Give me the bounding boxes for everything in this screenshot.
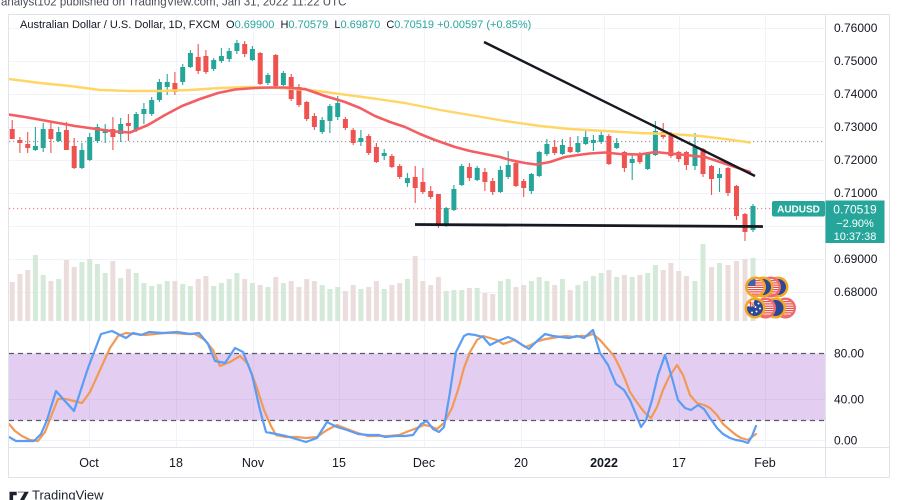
svg-text:0.70519: 0.70519 <box>833 203 877 217</box>
svg-text:AUDUSD: AUDUSD <box>777 205 820 216</box>
svg-text:0.72000: 0.72000 <box>834 153 878 167</box>
svg-text:Australian Dollar / U.S. Dolla: Australian Dollar / U.S. Dollar, 1D, FXC… <box>20 19 531 31</box>
svg-text:17: 17 <box>672 456 686 470</box>
svg-text:TradingView: TradingView <box>32 488 104 500</box>
svg-text:Feb: Feb <box>754 456 776 470</box>
svg-text:0.73000: 0.73000 <box>834 120 878 134</box>
svg-text:0.68000: 0.68000 <box>834 285 878 299</box>
svg-text:40.00: 40.00 <box>834 393 864 407</box>
svg-text:18: 18 <box>169 456 183 470</box>
svg-text:2022: 2022 <box>590 456 618 470</box>
svg-text:10:37:38: 10:37:38 <box>834 231 877 243</box>
svg-text:Nov: Nov <box>242 456 265 470</box>
svg-text:analyst102 published on Tradin: analyst102 published on TradingView.com,… <box>1 0 346 9</box>
svg-text:0.76000: 0.76000 <box>834 21 878 35</box>
svg-text:0.74000: 0.74000 <box>834 87 878 101</box>
svg-text:20: 20 <box>514 456 528 470</box>
svg-text:0.69000: 0.69000 <box>834 252 878 266</box>
svg-text:15: 15 <box>332 456 346 470</box>
svg-text:80.00: 80.00 <box>834 347 864 361</box>
svg-text:Dec: Dec <box>413 456 435 470</box>
svg-text:−2.90%: −2.90% <box>836 218 874 230</box>
svg-text:Oct: Oct <box>79 456 99 470</box>
svg-text:0.00: 0.00 <box>834 434 858 448</box>
svg-text:0.75000: 0.75000 <box>834 54 878 68</box>
svg-text:0.71000: 0.71000 <box>834 186 878 200</box>
